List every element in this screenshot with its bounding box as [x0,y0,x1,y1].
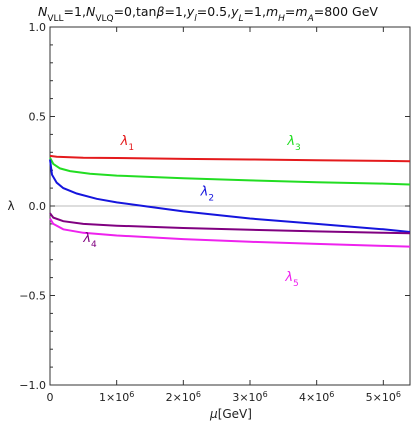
series-label-lambda-1: λ1 [120,134,134,153]
series-label-lambda-5: λ5 [284,270,298,289]
series-label-lambda-4: λ4 [82,231,97,250]
chart-title: NVLL=1,NVLQ=0,tanβ=1,yl=0.5,yL=1,mH=mA=8… [38,4,378,24]
x-tick-label: 4×106 [299,390,334,405]
y-tick-label: 0.5 [29,111,47,124]
x-axis-ticks: 0 1×106 2×106 3×106 4×106 5×106 [47,27,401,404]
y-tick-label: −0.5 [19,290,46,303]
x-tick-label: 1×106 [99,390,134,405]
x-tick-label: 3×106 [232,390,267,405]
y-axis-ticks: −1.0 −0.5 0.0 0.5 1.0 [19,21,410,392]
series-labels: λ1 λ3 λ2 λ4 λ5 [82,134,300,289]
series-line-lambda-4 [49,212,411,235]
x-tick-label: 2×106 [166,390,201,405]
y-tick-label: 1.0 [29,21,47,34]
x-axis-label: μ[GeV] [209,407,252,421]
series-curves [49,154,411,248]
x-tick-label: 5×106 [366,390,401,405]
series-label-lambda-2: λ2 [200,184,214,203]
series-label-lambda-3: λ3 [286,134,300,153]
series-line-lambda-1 [49,154,411,163]
plot-frame [49,26,411,386]
series-line-lambda-3 [49,157,411,186]
y-tick-label: −1.0 [19,379,46,392]
y-axis-label: λ [7,199,14,213]
series-line-lambda-2 [49,159,411,233]
x-tick-label: 0 [47,391,54,404]
y-tick-label: 0.0 [29,200,47,213]
series-line-lambda-5 [49,217,411,248]
